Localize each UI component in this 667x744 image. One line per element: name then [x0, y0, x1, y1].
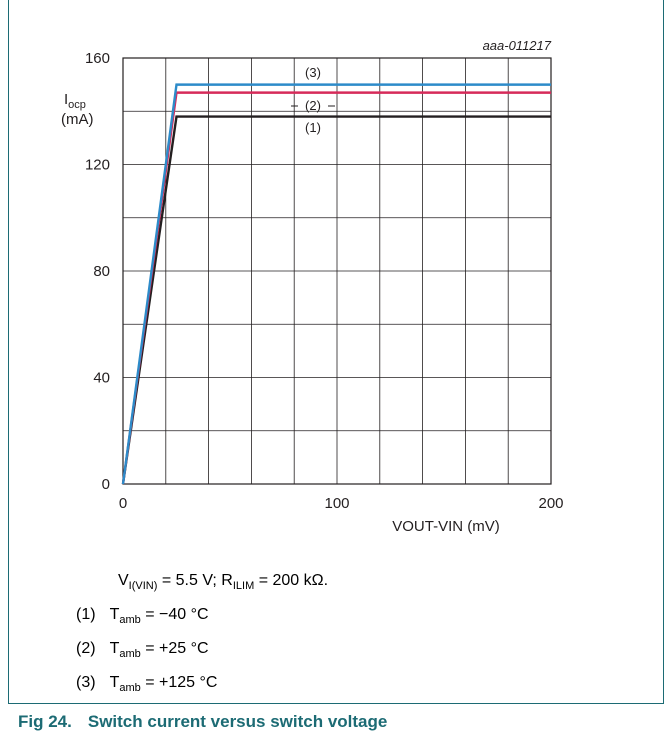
note-1: (1) Tamb = −40 °C — [76, 606, 209, 626]
y-tick-label: 40 — [93, 370, 110, 387]
x-axis-label: VOUT-VIN (mV) — [392, 518, 500, 535]
series-label-1: (1) — [305, 120, 321, 135]
figure-frame — [8, 0, 664, 704]
note-3: (3) Tamb = +125 °C — [76, 674, 217, 694]
note-2-num: (2) — [76, 640, 96, 657]
x-tick-label: 0 — [119, 495, 127, 512]
v-label: V — [118, 572, 129, 589]
note-2-value: = +25 °C — [140, 640, 209, 657]
note-1-value: = −40 °C — [140, 606, 209, 623]
figure-caption: Fig 24. Switch current versus switch volt… — [18, 712, 387, 732]
v-label-sub: I(VIN) — [128, 580, 158, 592]
note-3-t: T — [109, 674, 120, 691]
v-value: = 5.5 V; R — [157, 572, 233, 589]
note-3-value: = +125 °C — [140, 674, 218, 691]
note-3-num: (3) — [76, 674, 96, 691]
r-value: = 200 kΩ. — [254, 572, 329, 589]
figure-id-label: aaa-011217 — [483, 38, 552, 53]
note-1-num: (1) — [76, 606, 96, 623]
series-label-3: (3) — [305, 65, 321, 80]
figure-number: Fig 24. — [18, 712, 72, 731]
note-2-sub: amb — [119, 648, 141, 660]
x-tick-label: 100 — [324, 495, 349, 512]
note-2: (2) Tamb = +25 °C — [76, 640, 209, 660]
y-tick-label: 160 — [85, 50, 110, 67]
y-axis-unit: (mA) — [61, 111, 94, 128]
r-label-sub: ILIM — [232, 580, 255, 592]
chart: 0 40 80 120 160 0 100 200 Iocp(mA) VOUT-VIN (mV) a… — [61, 38, 564, 535]
note-3-sub: amb — [119, 682, 141, 694]
y-axis-label-sub: ocp — [68, 99, 86, 111]
series-label-2: (2) — [305, 98, 321, 113]
y-tick-label: 0 — [102, 476, 110, 493]
y-axis-label: Iocp — [64, 91, 86, 111]
plot-frame — [122, 57, 552, 485]
conditions-line: VI(VIN) = 5.5 V; RILIM = 200 kΩ. — [118, 572, 328, 592]
y-axis-label-main: I — [64, 91, 68, 108]
y-tick-label: 80 — [93, 263, 110, 280]
series-line-3 — [121, 83, 551, 485]
note-1-t: T — [109, 606, 120, 623]
note-1-sub: amb — [119, 614, 141, 626]
figure-title: Switch current versus switch voltage — [87, 712, 388, 731]
y-tick-label: 120 — [85, 157, 110, 174]
note-2-t: T — [109, 640, 120, 657]
x-tick-label: 200 — [538, 495, 563, 512]
